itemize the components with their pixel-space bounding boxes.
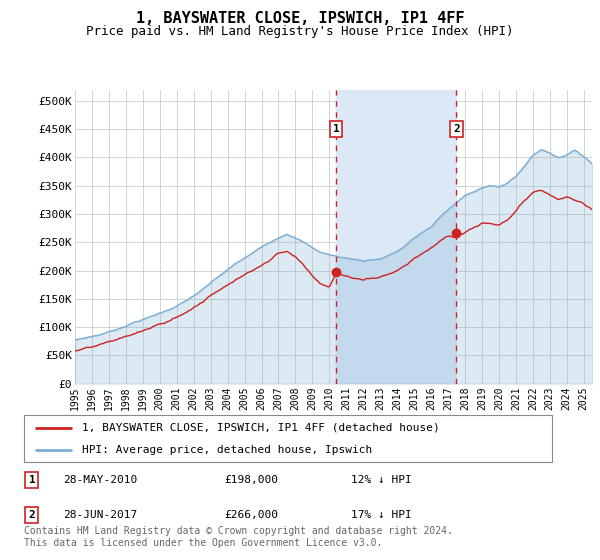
- Text: 17% ↓ HPI: 17% ↓ HPI: [352, 510, 412, 520]
- Text: Price paid vs. HM Land Registry's House Price Index (HPI): Price paid vs. HM Land Registry's House …: [86, 25, 514, 38]
- Text: 2: 2: [29, 510, 35, 520]
- Text: 2: 2: [453, 124, 460, 134]
- Text: HPI: Average price, detached house, Ipswich: HPI: Average price, detached house, Ipsw…: [82, 445, 373, 455]
- Text: 1, BAYSWATER CLOSE, IPSWICH, IP1 4FF: 1, BAYSWATER CLOSE, IPSWICH, IP1 4FF: [136, 11, 464, 26]
- Text: £266,000: £266,000: [224, 510, 278, 520]
- Bar: [337, 90, 457, 384]
- Text: 1: 1: [333, 124, 340, 134]
- Text: 28-MAY-2010: 28-MAY-2010: [64, 475, 138, 485]
- Text: Contains HM Land Registry data © Crown copyright and database right 2024.
This d: Contains HM Land Registry data © Crown c…: [24, 526, 453, 548]
- FancyBboxPatch shape: [24, 415, 552, 462]
- Text: 12% ↓ HPI: 12% ↓ HPI: [352, 475, 412, 485]
- Text: 1, BAYSWATER CLOSE, IPSWICH, IP1 4FF (detached house): 1, BAYSWATER CLOSE, IPSWICH, IP1 4FF (de…: [82, 423, 440, 433]
- Text: 1: 1: [29, 475, 35, 485]
- Text: 28-JUN-2017: 28-JUN-2017: [64, 510, 138, 520]
- Text: £198,000: £198,000: [224, 475, 278, 485]
